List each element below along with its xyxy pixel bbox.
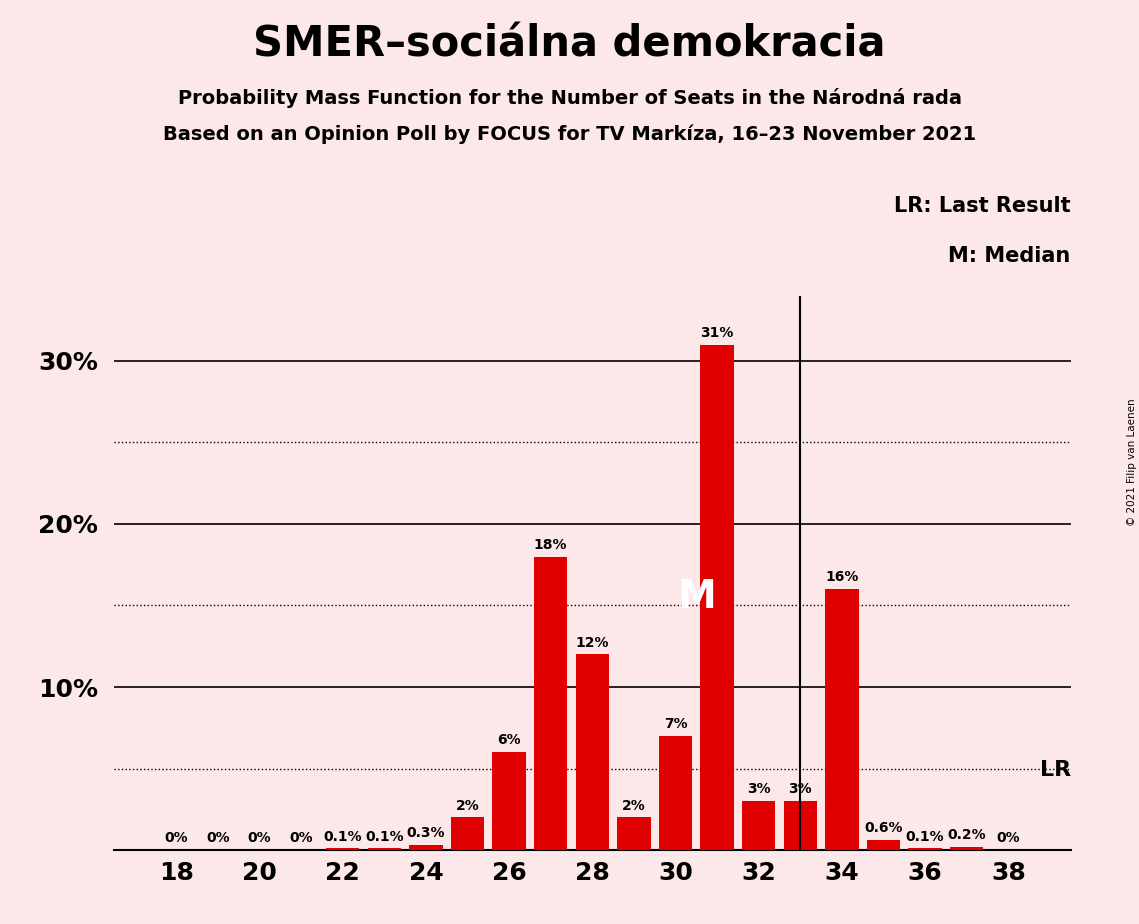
- Text: 0%: 0%: [247, 832, 271, 845]
- Bar: [368, 848, 401, 850]
- Text: M: Median: M: Median: [949, 246, 1071, 266]
- Text: 0.1%: 0.1%: [364, 830, 403, 844]
- Text: 0%: 0%: [997, 832, 1021, 845]
- Text: © 2021 Filip van Laenen: © 2021 Filip van Laenen: [1126, 398, 1137, 526]
- Bar: [617, 818, 650, 850]
- Text: Based on an Opinion Poll by FOCUS for TV Markíza, 16–23 November 2021: Based on an Opinion Poll by FOCUS for TV…: [163, 125, 976, 144]
- Text: 31%: 31%: [700, 325, 734, 340]
- Bar: [950, 846, 983, 850]
- Text: 16%: 16%: [825, 570, 859, 584]
- Text: 0%: 0%: [289, 832, 313, 845]
- Bar: [534, 556, 567, 850]
- Text: 2%: 2%: [456, 798, 480, 812]
- Text: 3%: 3%: [788, 783, 812, 796]
- Text: LR: Last Result: LR: Last Result: [894, 196, 1071, 216]
- Text: 0.1%: 0.1%: [323, 830, 362, 844]
- Bar: [492, 752, 526, 850]
- Text: Probability Mass Function for the Number of Seats in the Národná rada: Probability Mass Function for the Number…: [178, 88, 961, 108]
- Bar: [451, 818, 484, 850]
- Bar: [575, 654, 609, 850]
- Bar: [409, 845, 443, 850]
- Bar: [867, 840, 900, 850]
- Text: M: M: [677, 578, 715, 616]
- Text: 0%: 0%: [164, 832, 188, 845]
- Text: SMER–sociálna demokracia: SMER–sociálna demokracia: [253, 23, 886, 65]
- Text: 6%: 6%: [498, 734, 521, 748]
- Text: 0%: 0%: [206, 832, 230, 845]
- Bar: [700, 345, 734, 850]
- Text: 12%: 12%: [575, 636, 609, 650]
- Bar: [784, 801, 817, 850]
- Text: LR: LR: [1040, 760, 1071, 780]
- Bar: [741, 801, 776, 850]
- Text: 18%: 18%: [534, 538, 567, 552]
- Text: 0.2%: 0.2%: [948, 828, 986, 842]
- Text: 0.1%: 0.1%: [906, 830, 944, 844]
- Bar: [658, 736, 693, 850]
- Bar: [326, 848, 359, 850]
- Text: 0.6%: 0.6%: [865, 821, 903, 835]
- Bar: [909, 848, 942, 850]
- Text: 7%: 7%: [664, 717, 687, 731]
- Bar: [826, 590, 859, 850]
- Text: 2%: 2%: [622, 798, 646, 812]
- Text: 0.3%: 0.3%: [407, 826, 445, 840]
- Text: 3%: 3%: [747, 783, 770, 796]
